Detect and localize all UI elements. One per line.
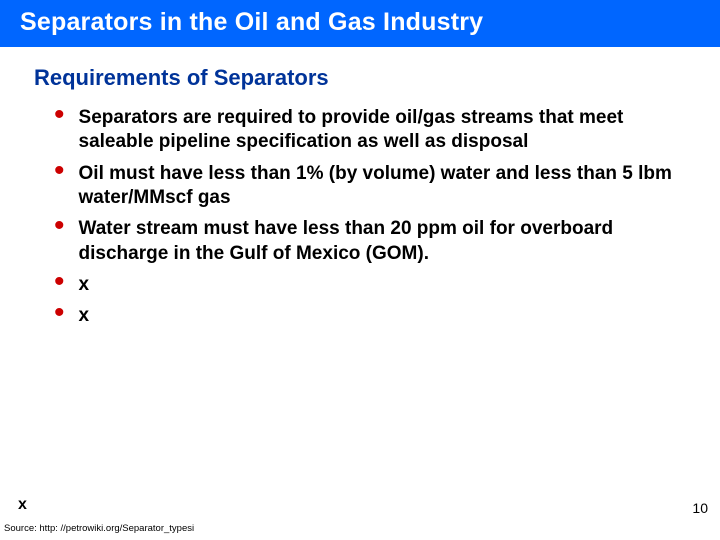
bullet-list: • Separators are required to provide oil… xyxy=(0,91,720,329)
footer-x-marker: x xyxy=(18,496,27,514)
list-item: • Oil must have less than 1% (by volume)… xyxy=(54,161,680,211)
bullet-text: Separators are required to provide oil/g… xyxy=(79,105,680,155)
bullet-icon: • xyxy=(54,272,65,292)
slide: Separators in the Oil and Gas Industry R… xyxy=(0,0,720,540)
bullet-icon: • xyxy=(54,303,65,323)
slide-title: Separators in the Oil and Gas Industry xyxy=(20,8,706,37)
source-line: Source: http: //petrowiki.org/Separator_… xyxy=(4,523,194,534)
bullet-text: Water stream must have less than 20 ppm … xyxy=(79,216,680,266)
bullet-icon: • xyxy=(54,105,65,125)
list-item: • Separators are required to provide oil… xyxy=(54,105,680,155)
title-bar: Separators in the Oil and Gas Industry xyxy=(0,0,720,47)
bullet-text: x xyxy=(79,303,90,328)
slide-subtitle: Requirements of Separators xyxy=(0,47,720,91)
list-item: • Water stream must have less than 20 pp… xyxy=(54,216,680,266)
bullet-text: x xyxy=(79,272,90,297)
bullet-icon: • xyxy=(54,216,65,236)
page-number: 10 xyxy=(692,500,708,516)
list-item: • x xyxy=(54,303,680,328)
bullet-icon: • xyxy=(54,161,65,181)
list-item: • x xyxy=(54,272,680,297)
bullet-text: Oil must have less than 1% (by volume) w… xyxy=(79,161,680,211)
